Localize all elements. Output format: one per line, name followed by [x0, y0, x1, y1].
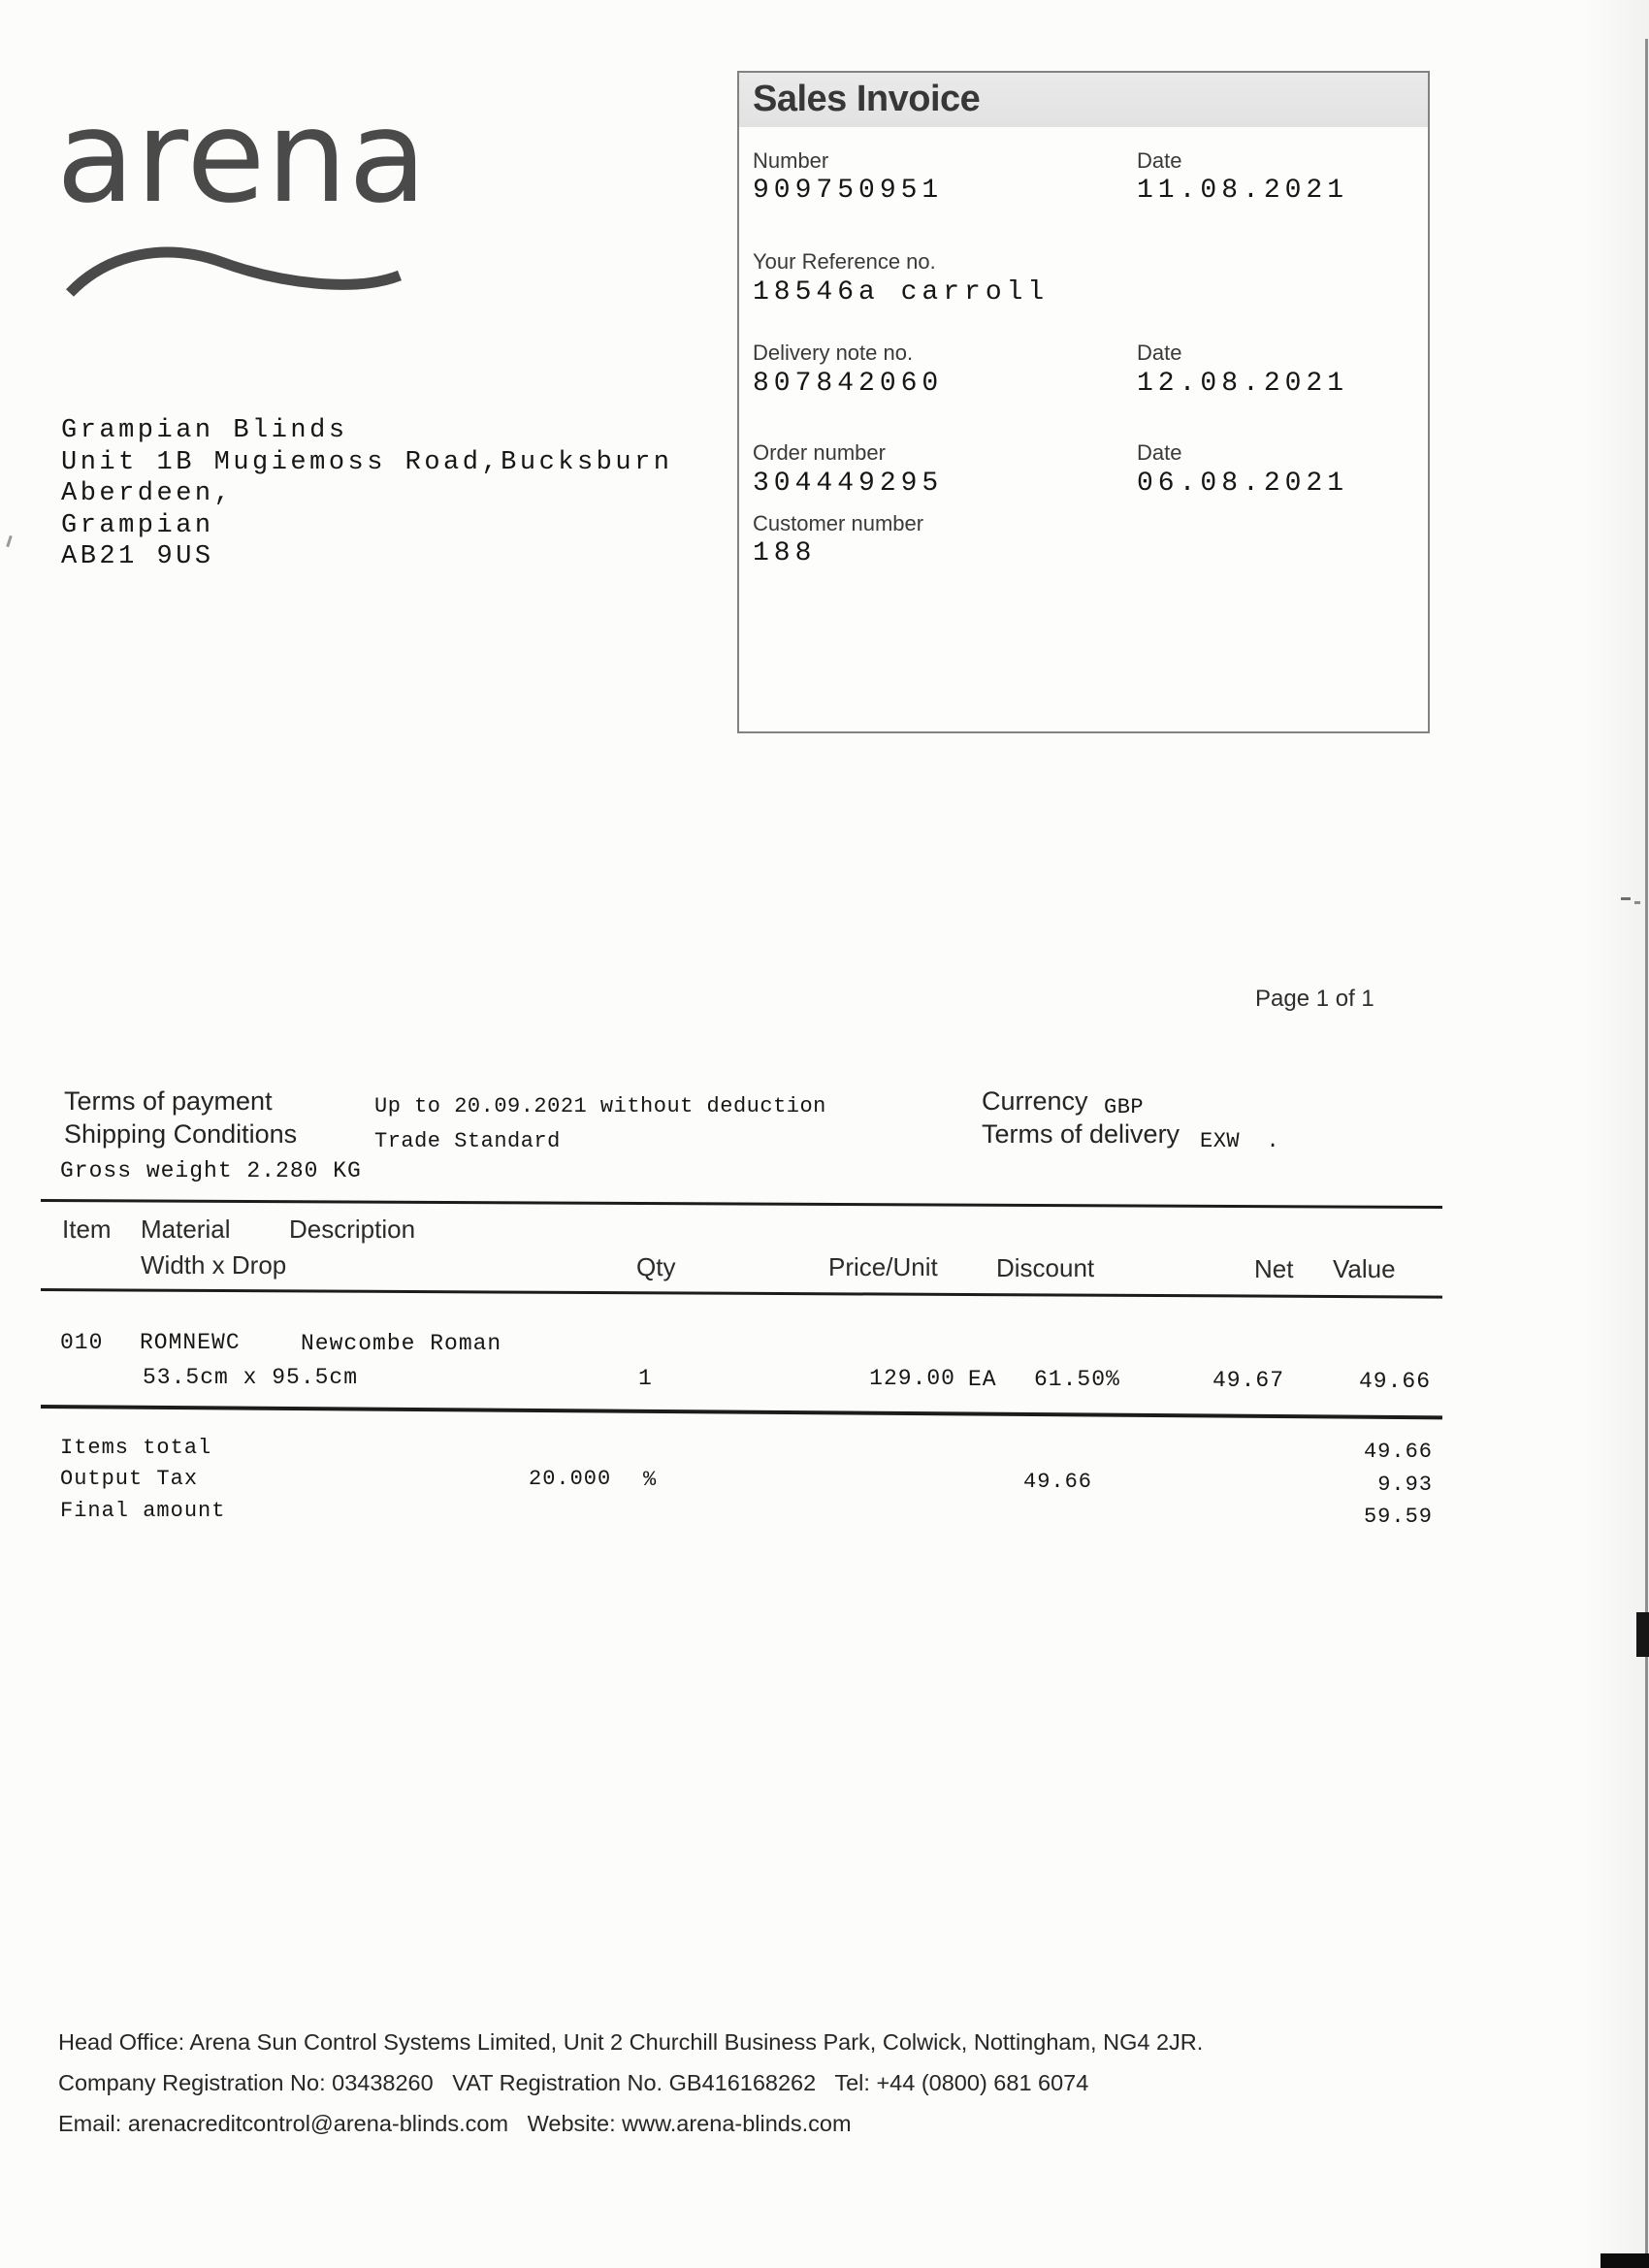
col-header-value: Value [1333, 1254, 1396, 1283]
gross-weight: Gross weight 2.280 KG [60, 1158, 362, 1183]
table-row-rule [40, 1405, 1442, 1419]
table-top-rule [40, 1199, 1442, 1210]
arena-logo: arena [56, 82, 429, 232]
col-header-qty: Qty [636, 1252, 676, 1281]
scan-speck [6, 535, 13, 548]
items-total-label: Items total [60, 1436, 212, 1460]
scan-shading [1581, 0, 1649, 2268]
invoice-title-band: Sales Invoice [739, 73, 1428, 127]
terms-of-payment-value: Up to 20.09.2021 without deduction [374, 1094, 826, 1118]
footer-contact: Email: arenacreditcontrol@arena-blinds.c… [58, 2111, 852, 2136]
row-net: 49.67 [1212, 1368, 1284, 1393]
reference-label: Your Reference no. [753, 249, 936, 274]
col-header-width-drop: Width x Drop [141, 1250, 287, 1280]
order-number-value: 304449295 [753, 469, 944, 499]
customer-number-label: Customer number [753, 511, 924, 535]
scan-corner-mark [1600, 2253, 1649, 2268]
invoice-number-value: 909750951 [753, 176, 944, 206]
table-header-rule [40, 1288, 1442, 1299]
address-line: Aberdeen, [61, 479, 234, 508]
customer-number-value: 188 [753, 538, 817, 568]
delivery-note-label: Delivery note no. [753, 340, 914, 365]
terms-of-delivery-value: EXW . [1200, 1129, 1280, 1153]
output-tax-rate: 20.000 [529, 1467, 612, 1491]
final-amount-label: Final amount [60, 1499, 226, 1523]
invoice-number-label: Number [753, 148, 829, 173]
invoice-header-box: Sales Invoice Number 909750951 Date 11.0… [737, 71, 1430, 733]
scan-speck [1621, 897, 1631, 900]
recipient-address: Grampian Blinds Unit 1B Mugiemoss Road,B… [61, 415, 672, 573]
output-tax-percent-sign: % [643, 1468, 658, 1492]
output-tax-base: 49.66 [1023, 1470, 1093, 1494]
address-line: Grampian [61, 510, 214, 540]
final-amount-value: 59.59 [1363, 1505, 1433, 1529]
delivery-date-value: 12.08.2021 [1137, 369, 1349, 399]
items-total-value: 49.66 [1363, 1440, 1433, 1464]
col-header-description: Description [289, 1215, 416, 1244]
col-header-price-unit: Price/Unit [828, 1252, 938, 1281]
footer-head-office: Head Office: Arena Sun Control Systems L… [58, 2029, 1204, 2055]
row-value: 49.66 [1358, 1369, 1431, 1394]
reference-value: 18546a carroll [753, 277, 1050, 308]
address-line: AB21 9US [61, 542, 214, 571]
row-price: 129.00 [869, 1366, 955, 1391]
currency-value: GBP [1104, 1095, 1145, 1119]
order-number-label: Order number [753, 440, 886, 465]
output-tax-label: Output Tax [60, 1467, 199, 1491]
scan-edge-line [1645, 39, 1648, 2268]
col-header-material: Material [141, 1215, 231, 1244]
shipping-conditions-value: Trade Standard [374, 1129, 561, 1153]
output-tax-value: 9.93 [1377, 1473, 1433, 1497]
order-date-value: 06.08.2021 [1137, 469, 1349, 499]
col-header-net: Net [1254, 1254, 1294, 1283]
row-qty: 1 [638, 1366, 653, 1391]
col-header-item: Item [62, 1215, 112, 1244]
terms-of-delivery-label: Terms of delivery [982, 1119, 1180, 1149]
address-line: Grampian Blinds [61, 416, 348, 445]
delivery-date-label: Date [1137, 340, 1182, 365]
scan-edge-mark [1636, 1612, 1649, 1657]
row-discount: 61.50% [1034, 1367, 1120, 1392]
row-unit: EA [968, 1367, 997, 1392]
page-indicator: Page 1 of 1 [1255, 986, 1374, 1012]
shipping-conditions-label: Shipping Conditions [64, 1119, 298, 1149]
currency-label: Currency [982, 1086, 1088, 1116]
address-line: Unit 1B Mugiemoss Road,Bucksburn [61, 447, 673, 477]
invoice-title: Sales Invoice [753, 79, 981, 119]
order-date-label: Date [1137, 440, 1182, 465]
terms-of-payment-label: Terms of payment [64, 1086, 273, 1116]
col-header-discount: Discount [996, 1253, 1095, 1282]
scan-speck [1634, 901, 1640, 904]
row-material: ROMNEWC [140, 1330, 241, 1355]
arena-logo-swoosh-icon [66, 246, 403, 297]
invoice-date-label: Date [1137, 148, 1182, 173]
row-description: Newcombe Roman [301, 1331, 502, 1356]
row-item-no: 010 [60, 1330, 104, 1355]
invoice-date-value: 11.08.2021 [1137, 176, 1349, 206]
delivery-note-value: 807842060 [753, 369, 944, 399]
row-width-drop: 53.5cm x 95.5cm [143, 1365, 359, 1390]
footer-registration: Company Registration No: 03438260 VAT Re… [58, 2070, 1089, 2095]
